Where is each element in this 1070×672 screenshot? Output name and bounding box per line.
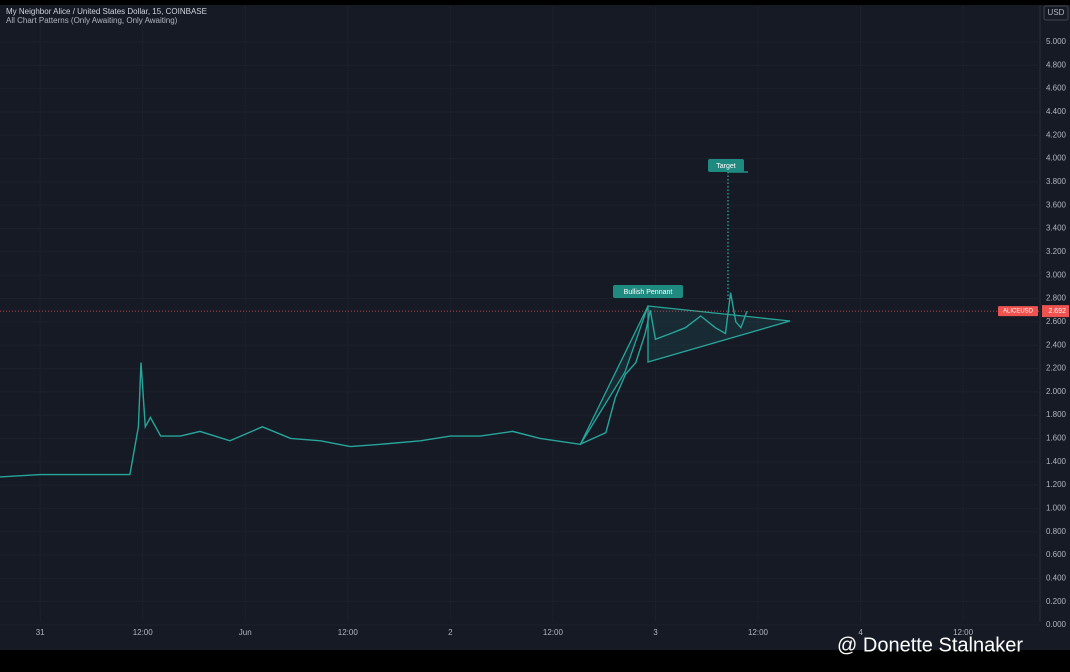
x-tick-label: 31 xyxy=(36,628,45,637)
grid xyxy=(0,5,1040,626)
y-tick-label: 0.400 xyxy=(1046,573,1067,582)
y-tick-label: 3.000 xyxy=(1046,270,1067,279)
x-tick-label: 12:00 xyxy=(543,628,564,637)
symbol-name: ALICEUSD xyxy=(1003,309,1034,315)
y-tick-label: 1.600 xyxy=(1046,434,1067,443)
x-tick-label: 12:00 xyxy=(133,628,154,637)
x-tick-label: Jun xyxy=(239,628,252,637)
currency[interactable]: USD xyxy=(1048,8,1065,17)
pattern-label-box xyxy=(613,285,683,298)
y-tick-label: 2.200 xyxy=(1046,364,1067,373)
chart-title: My Neighbor Alice / United States Dollar… xyxy=(6,7,207,16)
y-tick-label: 4.000 xyxy=(1046,154,1067,163)
y-tick-label: 0.200 xyxy=(1046,597,1067,606)
y-tick-label: 2.800 xyxy=(1046,294,1067,303)
y-tick-label: 3.400 xyxy=(1046,224,1067,233)
pattern-label: Bullish Pennant xyxy=(624,289,673,296)
y-tick-label: 3.800 xyxy=(1046,177,1067,186)
x-tick-label: 12:00 xyxy=(338,628,359,637)
target-label: Target xyxy=(716,163,736,170)
y-tick-label: 1.200 xyxy=(1046,480,1067,489)
y-tick-label: 2.400 xyxy=(1046,340,1067,349)
y-tick-label: 4.600 xyxy=(1046,84,1067,93)
indicator-name: All Chart Patterns (Only Awaiting, Only … xyxy=(6,16,178,25)
y-tick-label: 0.800 xyxy=(1046,527,1067,536)
y-tick-label: 3.200 xyxy=(1046,247,1067,256)
pennant xyxy=(647,305,791,363)
y-tick-label: 2.000 xyxy=(1046,387,1067,396)
x-tick-label: 12:00 xyxy=(953,628,974,637)
y-tick-label: 4.400 xyxy=(1046,107,1067,116)
pennant-pattern xyxy=(579,171,791,446)
target-label-box xyxy=(708,159,744,172)
y-tick-label: 1.400 xyxy=(1046,457,1067,466)
y-tick-label: 4.200 xyxy=(1046,130,1067,139)
y-tick-label: 2.600 xyxy=(1046,317,1067,326)
y-tick-label: 5.000 xyxy=(1046,37,1067,46)
price-tag xyxy=(1042,305,1069,318)
x-tick-label: 12:00 xyxy=(748,628,769,637)
symbol-tag xyxy=(998,306,1038,317)
pole xyxy=(579,305,649,446)
x-tick-label: 4 xyxy=(858,628,863,637)
y-tick-label: 3.600 xyxy=(1046,200,1067,209)
y-tick-label: 0.600 xyxy=(1046,550,1067,559)
y-tick-label: 4.800 xyxy=(1046,60,1067,69)
price-line xyxy=(0,292,748,478)
x-tick-label: 3 xyxy=(653,628,658,637)
y-tick-label: 1.800 xyxy=(1046,410,1067,419)
y-tick-label: 0.000 xyxy=(1046,620,1067,629)
x-tick-label: 2 xyxy=(448,628,453,637)
watermark: @ Donette Stalnaker xyxy=(837,634,1023,656)
currency-box[interactable] xyxy=(1043,5,1069,21)
y-tick-label: 1.000 xyxy=(1046,504,1067,513)
plot-background xyxy=(0,5,1070,650)
last-price: 2.692 xyxy=(1048,308,1066,315)
